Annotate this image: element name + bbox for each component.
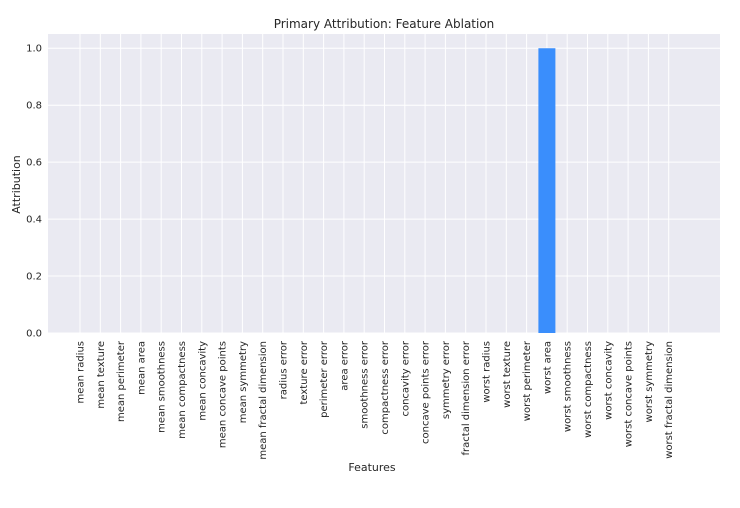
x-tick-label: radius error <box>279 340 290 399</box>
x-tick-label: mean symmetry <box>238 341 249 423</box>
x-tick-label: texture error <box>299 340 310 404</box>
x-tick-label: mean smoothness <box>157 341 168 433</box>
x-tick-label: mean concavity <box>197 341 208 421</box>
x-tick-label: worst texture <box>502 341 513 408</box>
x-tick-label: worst symmetry <box>644 341 655 423</box>
bars <box>538 48 556 333</box>
x-tick-label: mean compactness <box>177 341 188 439</box>
x-tick-label: smoothness error <box>360 340 371 429</box>
x-tick-label: mean concave points <box>218 341 229 448</box>
x-tick-label: concavity error <box>400 340 411 416</box>
x-tick-label: worst perimeter <box>522 340 533 421</box>
y-tick-label: 0.4 <box>26 215 42 226</box>
x-tick-label: worst fractal dimension <box>664 341 675 459</box>
x-tick-label: worst area <box>542 341 553 394</box>
y-tick-label: 0.0 <box>26 329 42 340</box>
x-tick-label: perimeter error <box>319 340 330 418</box>
x-tick-label: mean texture <box>96 341 107 409</box>
x-tick-label: fractal dimension error <box>461 340 472 455</box>
bar-worst-area <box>538 48 556 333</box>
x-tick-label: worst radius <box>482 341 493 403</box>
chart-title: Primary Attribution: Feature Ablation <box>274 17 495 31</box>
x-tick-label: mean area <box>136 341 147 395</box>
x-tick-label: compactness error <box>380 340 391 434</box>
x-axis-label: Features <box>348 461 396 474</box>
grid-lines <box>48 34 720 334</box>
y-tick-label: 0.2 <box>26 272 42 283</box>
x-tick-label: worst concavity <box>603 341 614 420</box>
x-tick-label: mean fractal dimension <box>258 341 269 460</box>
x-tick-label: worst smoothness <box>563 341 574 432</box>
x-tick-label: worst compactness <box>583 341 594 438</box>
y-tick-label: 1.0 <box>26 44 42 55</box>
x-tick-labels: mean radius mean texture mean perimeter mea… <box>76 340 676 459</box>
x-tick-label: concave points error <box>421 340 432 444</box>
y-tick-label: 0.8 <box>26 101 42 112</box>
x-tick-label: mean radius <box>76 341 87 403</box>
x-tick-label: symmetry error <box>441 340 452 419</box>
y-axis-label: Attribution <box>10 155 23 214</box>
y-tick-labels: 0.0 0.2 0.4 0.6 0.8 1.0 <box>26 44 42 340</box>
x-tick-label: worst concave points <box>624 341 635 447</box>
x-tick-label: mean perimeter <box>116 340 127 422</box>
y-tick-label: 0.6 <box>26 158 42 169</box>
x-tick-label: area error <box>339 340 350 391</box>
